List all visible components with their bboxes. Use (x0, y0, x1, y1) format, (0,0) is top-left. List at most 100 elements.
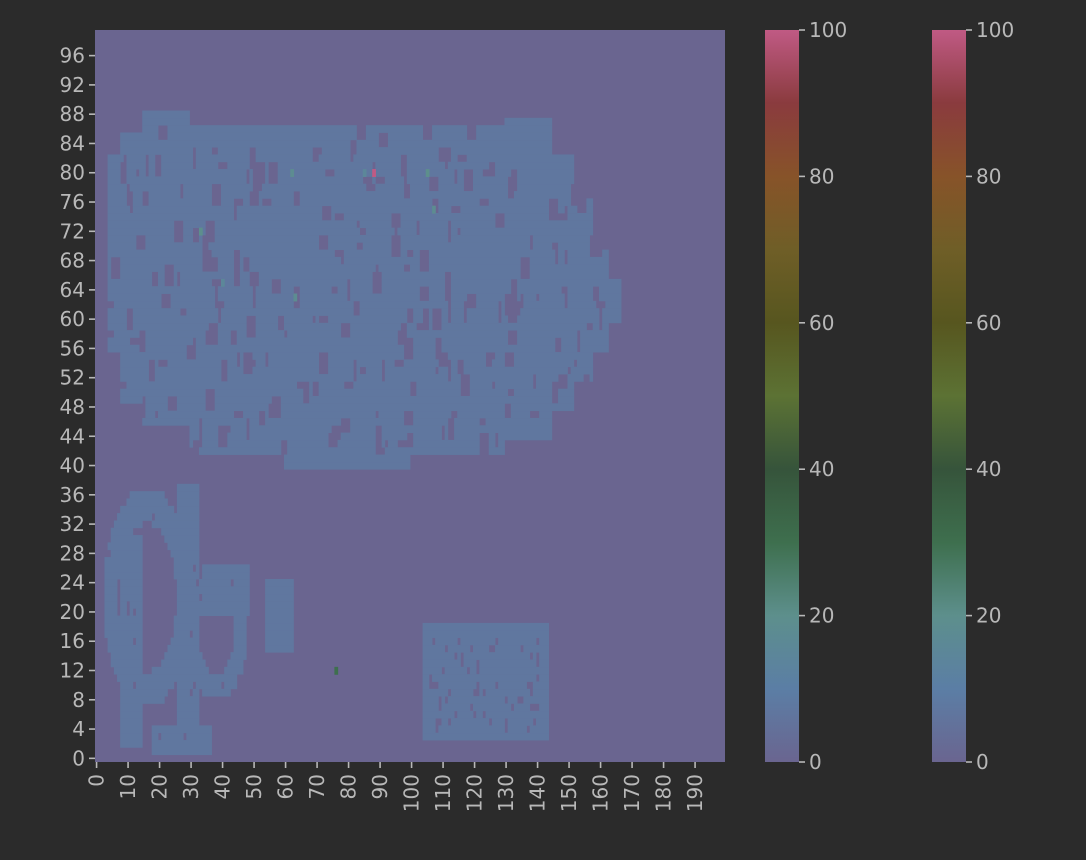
x-tick-label: 40 (211, 774, 235, 799)
heatmap-cell-run (450, 286, 512, 294)
heatmap-cell-run (120, 593, 143, 602)
heatmap-cell-run (208, 242, 320, 250)
heatmap-cell-run (498, 681, 527, 690)
heatmap-cell-run (164, 652, 203, 660)
heatmap-cell-run (539, 293, 565, 302)
heatmap-cell-run (476, 293, 505, 302)
heatmap-cell-run (186, 732, 212, 741)
heatmap-cell-run (120, 132, 159, 141)
heatmap-cell-run (517, 315, 600, 324)
heatmap-cell-run (406, 330, 509, 338)
heatmap-cell-run (350, 425, 376, 433)
heatmap-cell-run (107, 234, 137, 243)
heatmap-cell-run (107, 161, 121, 170)
heatmap-cell-run (236, 330, 247, 338)
heatmap-cell-run (365, 125, 423, 133)
heatmap-cell-run (441, 344, 556, 353)
heatmap-cell-run (170, 293, 216, 302)
heatmap-cell-run (384, 374, 449, 382)
heatmap-cell-run (422, 696, 439, 704)
heatmap-cell-run (422, 630, 549, 638)
heatmap-cell-run (265, 593, 294, 602)
heatmap-cell-run (154, 366, 222, 375)
y-tick-label: 44 (60, 424, 85, 448)
heatmap-cell-run (107, 191, 127, 199)
heatmap-cell-run (224, 300, 253, 309)
heatmap-cell-run (406, 154, 439, 163)
heatmap-cell-run (117, 674, 238, 682)
heatmap-cell-run (142, 417, 200, 426)
heatmap-cell-run (343, 213, 392, 221)
heatmap-cell-run (375, 161, 401, 170)
heatmap-cell-run (602, 308, 622, 316)
heatmap-cell-run (104, 557, 143, 565)
heatmap-cell-run (457, 169, 464, 177)
heatmap-cell-run (328, 315, 408, 324)
heatmap-cell-run (145, 410, 156, 419)
heatmap-cell-run (592, 322, 600, 331)
colorbar-1: 0 20 40 60 80 100 (765, 18, 847, 774)
heatmap-highlight-cell (334, 666, 339, 675)
heatmap-cell-run (161, 732, 184, 741)
heatmap-cell-run (532, 242, 553, 250)
heatmap-cell-run (221, 191, 250, 199)
heatmap-highlights (198, 169, 436, 675)
y-tick-label: 60 (60, 307, 85, 331)
heatmap-cell-run (567, 213, 594, 221)
heatmap-cell-run (120, 608, 127, 616)
heatmap-cell-run (350, 293, 420, 302)
heatmap-cell-run (444, 425, 449, 433)
heatmap-cell-run (447, 161, 490, 170)
heatmap-cell-run (343, 256, 420, 265)
heatmap-cell-run (375, 183, 405, 192)
x-tick-label: 190 (683, 774, 707, 812)
heatmap-cell-run (126, 169, 137, 177)
heatmap-cell-run (438, 205, 452, 214)
heatmap-highlight-cell (290, 169, 295, 177)
heatmap-cell-run (258, 278, 272, 287)
heatmap-cell-run (158, 410, 234, 419)
heatmap-cell-run (536, 718, 549, 726)
heatmap-cell-run (441, 308, 449, 316)
heatmap-cell-run (400, 234, 449, 243)
heatmap-cell-run (416, 388, 461, 397)
heatmap-cell-run (113, 666, 143, 675)
heatmap-cell-run (523, 644, 549, 653)
y-tick-label: 52 (60, 366, 85, 390)
heatmap-cell-run (233, 637, 247, 646)
heatmap-cell-run (183, 220, 206, 229)
heatmap-cell-run (561, 344, 578, 353)
heatmap-cell-run (239, 256, 244, 265)
heatmap-cell-run (539, 659, 549, 668)
heatmap-cell-run (239, 352, 244, 360)
heatmap-cell-run (280, 278, 348, 287)
heatmap-cell-run (173, 622, 200, 631)
colorbar-tick-label: 80 (809, 164, 834, 188)
heatmap-cell-run (378, 264, 405, 272)
x-tick-label: 60 (274, 774, 298, 799)
heatmap-cell-run (331, 205, 433, 214)
heatmap-cell-run (173, 557, 200, 565)
heatmap-cell-run (438, 198, 480, 207)
heatmap-cell-run (129, 608, 134, 616)
heatmap-cell-run (161, 154, 194, 163)
heatmap-cell-run (280, 410, 376, 419)
heatmap-cell-run (536, 381, 553, 390)
heatmap-cell-run (438, 725, 505, 734)
heatmap-cell-run (454, 432, 480, 441)
heatmap-cell-run (255, 154, 313, 163)
y-tick-label: 28 (60, 541, 85, 565)
heatmap-cell-run (221, 278, 234, 287)
heatmap-cell-run (589, 374, 594, 382)
y-tick-label: 64 (60, 278, 85, 302)
heatmap-cell-run (372, 176, 376, 185)
heatmap-cell-run (255, 315, 279, 324)
heatmap-cell-run (195, 352, 238, 360)
x-tick-label: 110 (431, 774, 455, 812)
heatmap-cell-run (151, 666, 209, 675)
heatmap-cell-run (183, 227, 194, 236)
heatmap-cell-run (495, 352, 505, 360)
y-tick-label: 4 (72, 717, 85, 741)
heatmap-cell-run (107, 169, 121, 177)
heatmap-cell-run (441, 703, 471, 712)
